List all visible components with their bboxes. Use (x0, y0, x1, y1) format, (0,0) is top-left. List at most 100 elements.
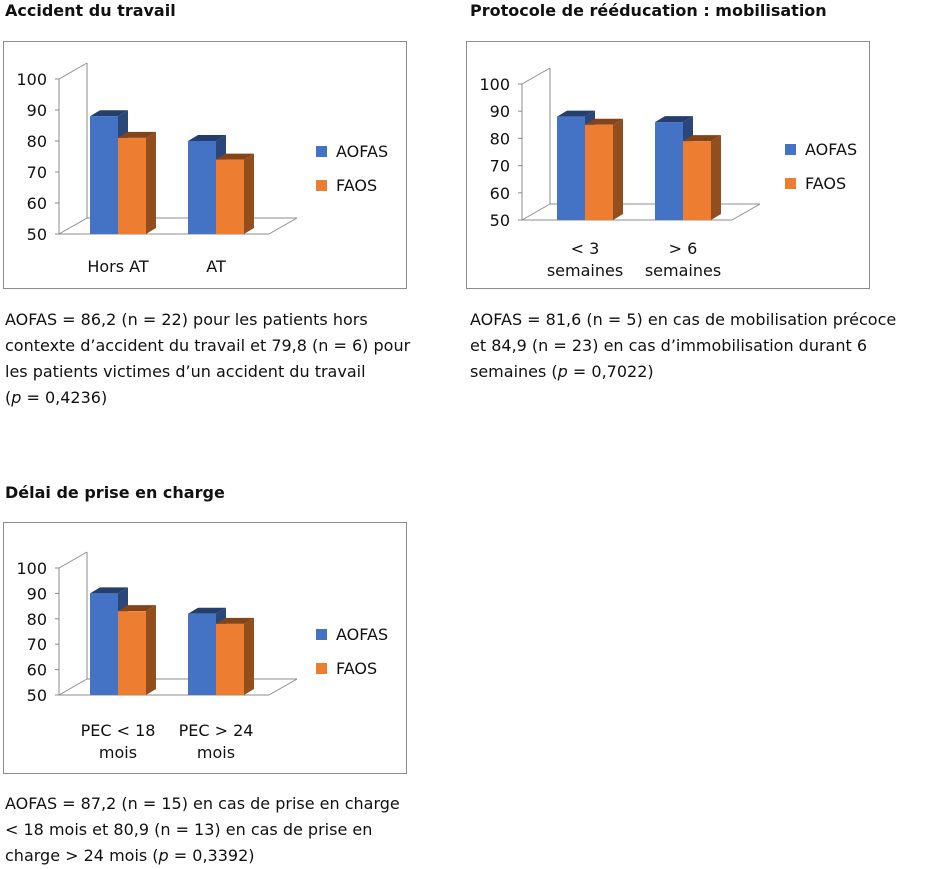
bar-front (90, 116, 118, 234)
y-tick-label: 70 (490, 157, 510, 176)
y-tick-label: 100 (16, 559, 47, 578)
caption-line: charge > 24 mois (p = 0,3392) (5, 843, 445, 869)
caption-line: AOFAS = 87,2 (n = 15) en cas de prise en… (5, 794, 400, 813)
p-value-symbol: p (158, 846, 169, 865)
bar-top (655, 116, 693, 123)
floor-side-edge (268, 678, 298, 696)
y-tick-label: 100 (16, 70, 47, 89)
caption-line: AOFAS = 81,6 (n = 5) en cas de mobilisat… (470, 310, 897, 329)
y-tick-label: 50 (27, 225, 47, 244)
bar-front (188, 613, 216, 695)
caption-text: semaines ( (470, 362, 558, 381)
chart-title: Délai de prise en charge (5, 483, 225, 502)
legend-swatch-faos (785, 178, 796, 189)
bar-faos (683, 135, 721, 220)
floor-front-edge (521, 203, 551, 221)
bar-side (244, 617, 254, 695)
y-tick-label: 90 (27, 101, 47, 120)
caption-line: < 18 mois et 80,9 (n = 13) en cas de pri… (5, 820, 373, 839)
caption-line: contexte d’accident du travail et 79,8 (… (5, 336, 411, 355)
bar-top (188, 135, 226, 141)
floor-side-edge (731, 203, 761, 221)
bar-top (90, 110, 128, 117)
bar-faos (216, 617, 254, 695)
legend-swatch-aofas (316, 629, 327, 640)
x-tick-label: AT (206, 257, 226, 276)
bar-top (557, 110, 595, 117)
bar-front (585, 124, 613, 220)
bar-side (146, 605, 156, 695)
caption-text: = 0,7022) (567, 362, 654, 381)
floor-front-edge (58, 678, 88, 696)
x-tick-label: semaines (547, 261, 623, 280)
bar-chart-delai: 50 60 70 80 90 100 PEC < 18 mois PEC > 24 mois AOF… (16, 551, 388, 762)
legend-swatch-faos (316, 180, 327, 191)
p-value-symbol: p (557, 362, 568, 381)
y-tick-label: 50 (27, 686, 47, 705)
bar-front (683, 141, 711, 220)
chart-frame: 50 60 70 80 90 100 PEC < 18 mois PEC > 24 mois AOF… (3, 522, 407, 774)
bar-side (244, 153, 254, 234)
bar-chart-mobilisation: 50 60 70 80 90 100 < 3 semaines > 6 semaines AOFAS… (479, 67, 857, 280)
floor-side-edge (268, 217, 298, 235)
bar-top (90, 587, 128, 594)
x-tick-label: > 6 (669, 239, 698, 258)
y-tick-label: 60 (27, 661, 47, 680)
y-tick-label: 50 (490, 211, 510, 230)
x-tick-label: PEC > 24 (179, 721, 254, 740)
y-tick-label: 60 (27, 194, 47, 213)
chart-caption: AOFAS = 87,2 (n = 15) en cas de prise en… (5, 791, 445, 869)
p-value-symbol: p (11, 388, 22, 407)
chart-caption: AOFAS = 86,2 (n = 22) pour les patients … (5, 307, 445, 411)
bar-top (118, 605, 156, 612)
caption-line: les patients victimes d’un accident du t… (5, 362, 366, 381)
chart-title: Accident du travail (5, 1, 176, 20)
legend-label: FAOS (805, 174, 846, 193)
bar-top (118, 131, 156, 138)
top-wall-edge (58, 551, 88, 569)
bar-front (118, 137, 146, 234)
bar-front (557, 116, 585, 220)
y-tick-label: 60 (490, 184, 510, 203)
x-tick-label: Hors AT (87, 257, 149, 276)
legend-swatch-aofas (316, 146, 327, 157)
y-tick-label: 70 (27, 163, 47, 182)
bar-top (216, 617, 254, 624)
caption-text: ( (5, 388, 12, 407)
y-tick-label: 80 (27, 132, 47, 151)
bar-chart-accident: 50 60 70 80 90 100 Hors AT AT AOFAS FAOS (16, 62, 388, 276)
bar-side (711, 135, 721, 220)
bar-front (216, 623, 244, 695)
caption-line: semaines (p = 0,7022) (470, 359, 930, 385)
caption-line: AOFAS = 86,2 (n = 22) pour les patients … (5, 310, 368, 329)
legend-label: AOFAS (336, 142, 388, 161)
y-tick-label: 80 (27, 610, 47, 629)
caption-text: = 0,4236) (21, 388, 108, 407)
x-tick-label: mois (197, 743, 235, 762)
legend-label: AOFAS (336, 625, 388, 644)
bar-top (585, 118, 623, 125)
bar-side (146, 131, 156, 234)
bar-front (118, 611, 146, 695)
legend-swatch-aofas (785, 144, 796, 155)
bar-front (90, 593, 118, 695)
bar-top (216, 153, 254, 160)
x-tick-label: PEC < 18 (81, 721, 156, 740)
bar-top (188, 607, 226, 614)
chart-caption: AOFAS = 81,6 (n = 5) en cas de mobilisat… (470, 307, 930, 385)
caption-text: = 0,3392) (168, 846, 255, 865)
y-tick-label: 90 (27, 584, 47, 603)
y-tick-label: 100 (479, 75, 510, 94)
bar-front (216, 159, 244, 234)
chart-frame: 50 60 70 80 90 100 Hors AT AT AOFAS FAOS (3, 41, 407, 289)
caption-text: charge > 24 mois ( (5, 846, 159, 865)
top-wall-edge (58, 62, 88, 80)
bar-faos (585, 118, 623, 220)
y-tick-label: 70 (27, 635, 47, 654)
y-tick-label: 90 (490, 102, 510, 121)
bar-side (613, 118, 623, 220)
legend-label: FAOS (336, 659, 377, 678)
bar-front (655, 122, 683, 220)
legend-swatch-faos (316, 663, 327, 674)
top-wall-edge (521, 67, 551, 85)
